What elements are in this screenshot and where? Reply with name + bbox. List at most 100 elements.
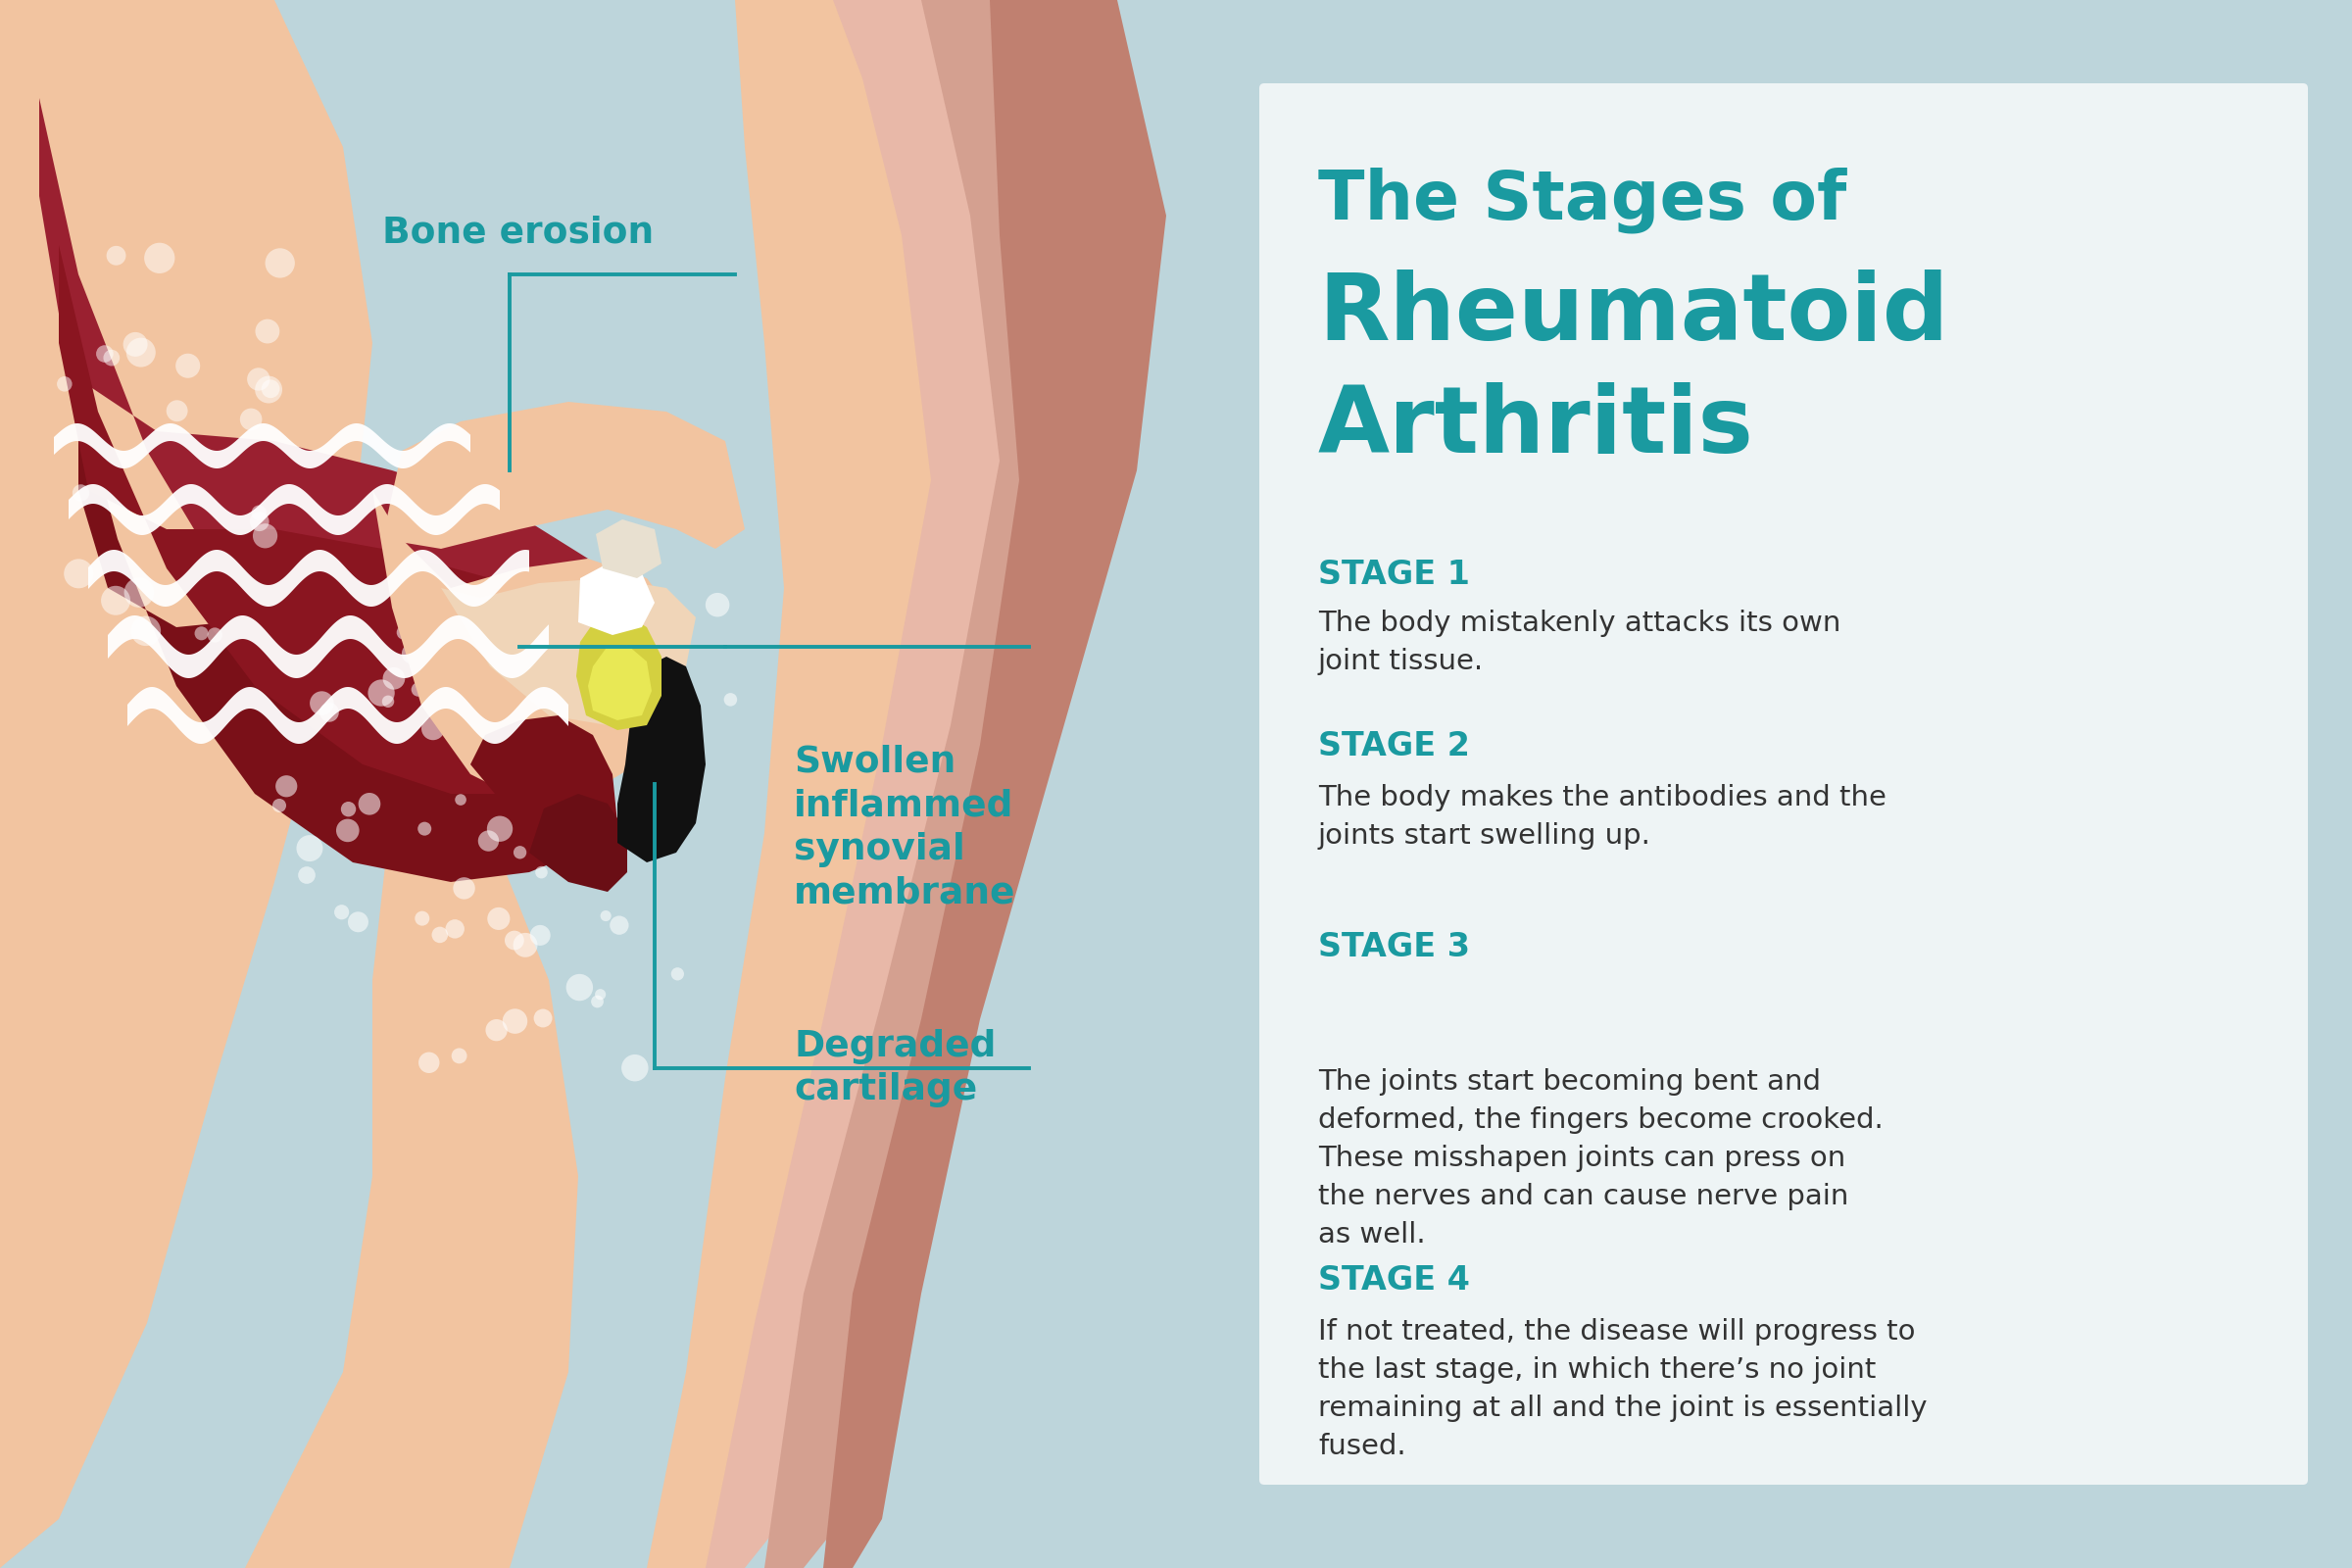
Circle shape	[127, 337, 155, 367]
Text: Swollen
inflammed
synovial
membrane: Swollen inflammed synovial membrane	[795, 745, 1016, 911]
Circle shape	[503, 704, 520, 720]
Circle shape	[433, 927, 447, 942]
Circle shape	[122, 332, 148, 356]
Circle shape	[381, 695, 395, 707]
Circle shape	[449, 706, 473, 729]
Circle shape	[310, 691, 334, 715]
Polygon shape	[89, 550, 529, 607]
Circle shape	[299, 867, 315, 884]
Polygon shape	[588, 644, 652, 720]
Polygon shape	[108, 616, 548, 677]
Polygon shape	[442, 579, 696, 724]
Polygon shape	[78, 392, 607, 881]
Text: STAGE 2: STAGE 2	[1317, 731, 1470, 762]
Circle shape	[419, 1052, 440, 1073]
Text: The body mistakenly attacks its own
joint tissue.: The body mistakenly attacks its own join…	[1317, 610, 1842, 676]
Circle shape	[670, 967, 684, 980]
Circle shape	[143, 243, 174, 273]
FancyBboxPatch shape	[1258, 83, 2307, 1485]
Circle shape	[503, 1008, 527, 1033]
Circle shape	[101, 586, 129, 615]
Circle shape	[195, 627, 209, 640]
Circle shape	[412, 682, 426, 696]
Circle shape	[296, 836, 322, 861]
Circle shape	[207, 627, 223, 643]
Circle shape	[125, 577, 153, 607]
Circle shape	[562, 782, 574, 793]
Circle shape	[506, 931, 524, 950]
Circle shape	[466, 737, 480, 751]
Polygon shape	[576, 613, 661, 731]
Text: The joints start becoming bent and
deformed, the fingers become crooked.
These m: The joints start becoming bent and defor…	[1317, 1068, 1884, 1248]
Circle shape	[334, 905, 348, 919]
Circle shape	[358, 793, 381, 815]
Circle shape	[383, 668, 405, 690]
Circle shape	[256, 320, 280, 343]
Circle shape	[513, 933, 539, 956]
Circle shape	[103, 350, 120, 365]
Circle shape	[510, 715, 520, 724]
Circle shape	[167, 400, 188, 422]
Text: The Stages of: The Stages of	[1317, 166, 1846, 232]
Circle shape	[706, 593, 729, 616]
Circle shape	[266, 248, 294, 278]
Circle shape	[414, 911, 430, 925]
Circle shape	[275, 775, 296, 797]
Polygon shape	[40, 97, 628, 745]
Polygon shape	[764, 0, 1127, 1568]
Circle shape	[508, 601, 532, 624]
Text: Bone erosion: Bone erosion	[381, 215, 654, 251]
Circle shape	[320, 702, 339, 721]
Text: If not treated, the disease will progress to
the last stage, in which there’s no: If not treated, the disease will progres…	[1317, 1319, 1926, 1460]
Polygon shape	[595, 519, 661, 579]
Polygon shape	[706, 0, 1077, 1568]
Circle shape	[487, 815, 513, 842]
Polygon shape	[823, 0, 1167, 1568]
Polygon shape	[372, 489, 687, 803]
Circle shape	[419, 822, 430, 836]
Text: STAGE 4: STAGE 4	[1317, 1264, 1470, 1297]
Circle shape	[536, 866, 548, 878]
Circle shape	[336, 818, 360, 842]
Circle shape	[254, 376, 282, 403]
Polygon shape	[381, 401, 746, 549]
Circle shape	[602, 633, 619, 652]
Circle shape	[96, 345, 113, 362]
Circle shape	[567, 864, 576, 873]
Circle shape	[541, 687, 555, 699]
Text: STAGE 3: STAGE 3	[1317, 931, 1470, 963]
Text: Degraded
cartilage: Degraded cartilage	[795, 1029, 995, 1107]
Circle shape	[421, 717, 445, 740]
Polygon shape	[127, 687, 569, 743]
Circle shape	[567, 974, 593, 1000]
Circle shape	[637, 695, 647, 706]
Circle shape	[600, 911, 612, 922]
Circle shape	[644, 605, 670, 630]
Circle shape	[56, 376, 73, 392]
Circle shape	[348, 911, 369, 933]
Circle shape	[397, 626, 412, 640]
Circle shape	[64, 558, 94, 588]
Polygon shape	[59, 245, 616, 793]
Polygon shape	[579, 563, 654, 635]
Circle shape	[247, 368, 270, 390]
Circle shape	[724, 693, 736, 706]
Circle shape	[106, 246, 127, 265]
Circle shape	[590, 621, 602, 632]
Polygon shape	[0, 0, 372, 1568]
Circle shape	[132, 616, 160, 646]
Circle shape	[513, 845, 527, 859]
Text: The body makes the antibodies and the
joints start swelling up.: The body makes the antibodies and the jo…	[1317, 784, 1886, 850]
Circle shape	[402, 643, 421, 663]
Text: Rheumatoid: Rheumatoid	[1317, 270, 1947, 359]
Circle shape	[452, 1047, 468, 1063]
Circle shape	[435, 679, 447, 690]
Text: Arthritis: Arthritis	[1317, 383, 1755, 472]
Circle shape	[595, 989, 607, 1000]
Circle shape	[621, 1054, 649, 1082]
Circle shape	[273, 798, 287, 812]
Text: STAGE 1: STAGE 1	[1317, 558, 1470, 591]
Circle shape	[454, 793, 466, 806]
Circle shape	[252, 524, 278, 549]
Polygon shape	[54, 423, 470, 469]
